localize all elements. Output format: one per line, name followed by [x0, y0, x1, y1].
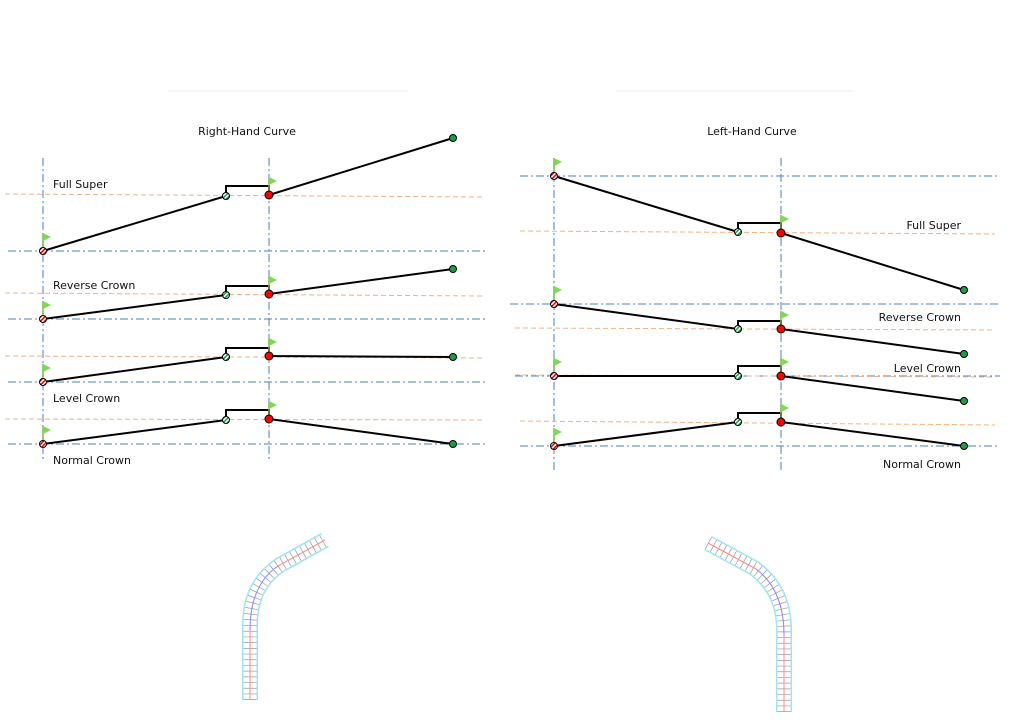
right-hand-curve-diagram: Right-Hand Curve Full Super Reverse Crow…	[4, 125, 485, 467]
start-marker	[39, 247, 47, 255]
row-level-crown: Level Crown	[514, 357, 1000, 405]
row-label: Full Super	[53, 178, 108, 191]
row-label: Normal Crown	[53, 454, 131, 467]
row-label: Normal Crown	[883, 458, 961, 471]
left-hand-curve-diagram: Left-Hand Curve Full Super Reverse Crown…	[510, 125, 1000, 472]
row-label: Level Crown	[894, 362, 961, 375]
row-level-crown: Level Crown	[4, 337, 485, 405]
row-label: Full Super	[906, 219, 961, 232]
diagram-title: Right-Hand Curve	[198, 125, 296, 138]
row-normal-crown: Normal Crown	[519, 403, 1000, 471]
row-label: Level Crown	[53, 392, 120, 405]
row-reverse-crown: Reverse Crown	[510, 285, 1000, 358]
right-curve-plan-view	[242, 533, 329, 700]
row-full-super: Full Super	[519, 157, 1000, 294]
row-reverse-crown: Reverse Crown	[4, 265, 485, 323]
row-label: Reverse Crown	[53, 279, 135, 292]
end-marker	[449, 134, 457, 142]
row-label: Reverse Crown	[879, 311, 961, 324]
row-full-super: Full Super	[4, 134, 485, 255]
left-curve-plan-view	[704, 535, 792, 712]
row-normal-crown: Normal Crown	[4, 400, 485, 467]
diagram-title: Left-Hand Curve	[707, 125, 797, 138]
